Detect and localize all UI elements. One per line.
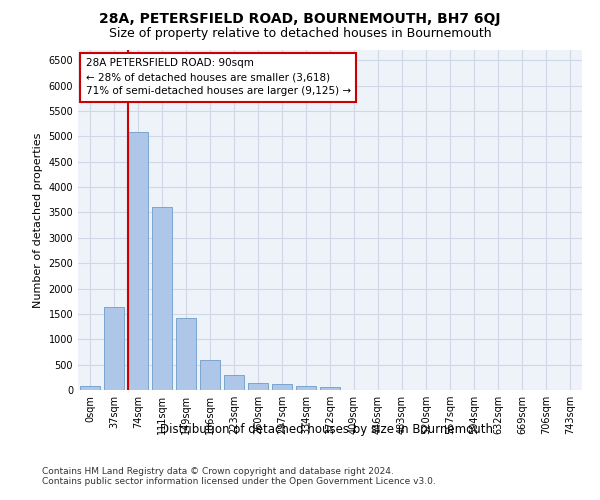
Text: Contains public sector information licensed under the Open Government Licence v3: Contains public sector information licen… xyxy=(42,477,436,486)
Bar xyxy=(80,386,100,390)
Bar xyxy=(104,308,124,390)
Text: Size of property relative to detached houses in Bournemouth: Size of property relative to detached ho… xyxy=(109,28,491,40)
Bar xyxy=(320,387,340,390)
Bar xyxy=(152,208,172,390)
Text: 28A PETERSFIELD ROAD: 90sqm
← 28% of detached houses are smaller (3,618)
71% of : 28A PETERSFIELD ROAD: 90sqm ← 28% of det… xyxy=(86,58,350,96)
Bar xyxy=(200,360,220,390)
Y-axis label: Number of detached properties: Number of detached properties xyxy=(33,132,43,308)
Text: Contains HM Land Registry data © Crown copyright and database right 2024.: Contains HM Land Registry data © Crown c… xyxy=(42,467,394,476)
Text: 28A, PETERSFIELD ROAD, BOURNEMOUTH, BH7 6QJ: 28A, PETERSFIELD ROAD, BOURNEMOUTH, BH7 … xyxy=(99,12,501,26)
Bar xyxy=(248,383,268,390)
Bar xyxy=(128,132,148,390)
Bar xyxy=(272,384,292,390)
Bar xyxy=(224,376,244,390)
Bar xyxy=(176,318,196,390)
Bar xyxy=(296,386,316,390)
Text: Distribution of detached houses by size in Bournemouth: Distribution of detached houses by size … xyxy=(161,422,493,436)
